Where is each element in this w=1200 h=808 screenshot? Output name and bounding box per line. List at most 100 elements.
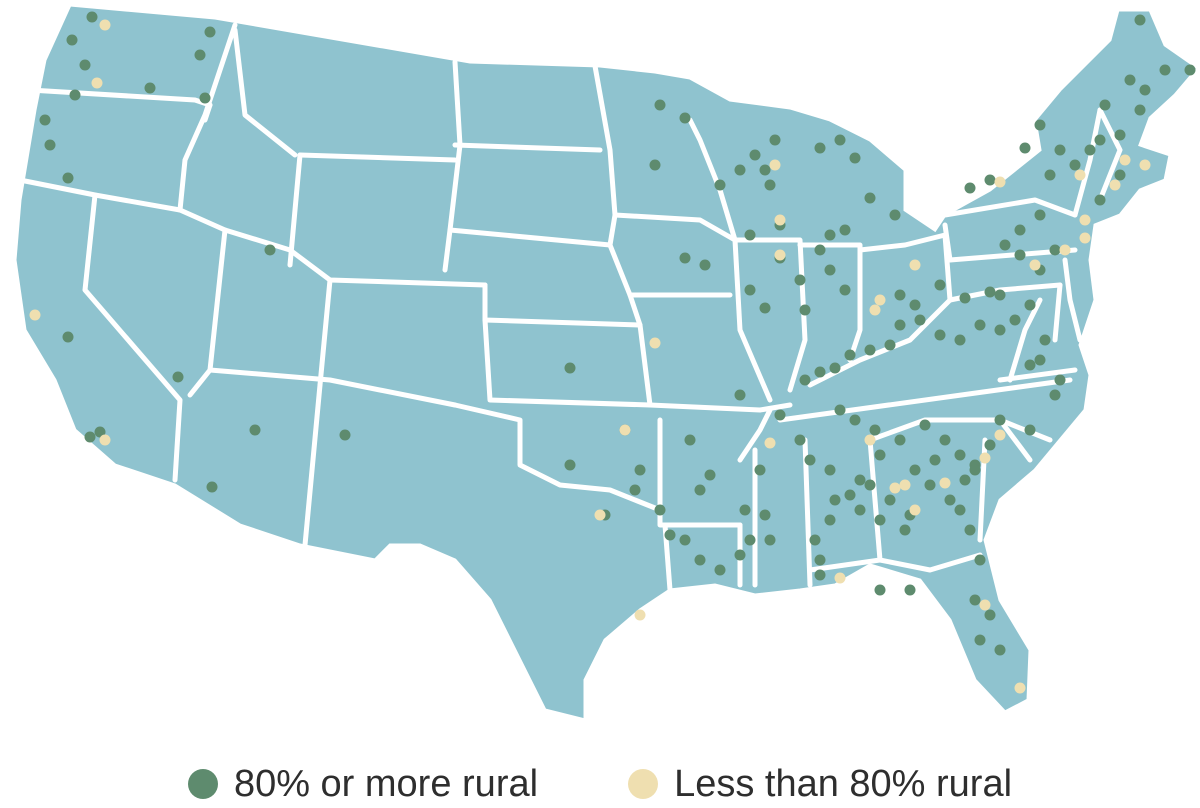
rural-80-plus-marker (679, 534, 691, 546)
rural-80-plus-marker (194, 49, 206, 61)
legend-item-rural-80-plus: 80% or more rural (187, 765, 538, 803)
rural-under-80-marker (1059, 244, 1071, 256)
rural-80-plus-marker (769, 134, 781, 146)
rural-80-plus-marker (799, 304, 811, 316)
rural-80-plus-marker (849, 414, 861, 426)
rural-80-plus-marker (854, 504, 866, 516)
rural-80-plus-marker (984, 439, 996, 451)
rural-80-plus-marker (864, 479, 876, 491)
rural-under-80-marker (634, 609, 646, 621)
rural-under-80-marker (594, 509, 606, 521)
rural-80-plus-marker (79, 59, 91, 71)
rural-80-plus-marker (824, 229, 836, 241)
rural-80-plus-marker (694, 484, 706, 496)
rural-under-80-marker (874, 294, 886, 306)
rural-under-80-marker (29, 309, 41, 321)
rural-80-plus-marker (954, 504, 966, 516)
rural-80-plus-marker (959, 474, 971, 486)
rural-80-plus-marker (974, 634, 986, 646)
rural-80-plus-marker (1049, 244, 1061, 256)
rural-80-plus-marker (1159, 64, 1171, 76)
rural-80-plus-marker (734, 549, 746, 561)
rural-80-plus-marker (824, 264, 836, 276)
rural-under-80-marker (774, 249, 786, 261)
rural-under-80-marker (1109, 179, 1121, 191)
rural-under-80-marker (649, 337, 661, 349)
rural-80-plus-marker (264, 244, 276, 256)
rural-80-plus-marker (654, 504, 666, 516)
rural-80-plus-marker (999, 239, 1011, 251)
rural-80-plus-marker (1024, 424, 1036, 436)
rural-80-plus-marker (799, 374, 811, 386)
map-legend: 80% or more rural Less than 80% rural (0, 760, 1200, 808)
rural-80-plus-marker (684, 434, 696, 446)
rural-80-plus-marker (974, 554, 986, 566)
rural-80-plus-marker (1024, 299, 1036, 311)
rural-80-plus-marker (1039, 334, 1051, 346)
rural-80-plus-marker (144, 82, 156, 94)
rural-80-plus-marker (84, 431, 96, 443)
rural-80-plus-marker (814, 569, 826, 581)
rural-80-plus-marker (994, 414, 1006, 426)
rural-80-plus-marker (1044, 169, 1056, 181)
rural-80-plus-marker (199, 92, 211, 104)
rural-80-plus-marker (739, 504, 751, 516)
rural-80-plus-marker (634, 464, 646, 476)
rural-under-80-marker (1119, 154, 1131, 166)
rural-80-plus-marker (759, 302, 771, 314)
rural-80-plus-marker (934, 279, 946, 291)
rural-under-80-marker (99, 19, 111, 31)
rural-80-plus-marker (844, 489, 856, 501)
rural-80-plus-marker (774, 409, 786, 421)
rural-80-plus-marker (249, 424, 261, 436)
rural-80-plus-marker (1099, 99, 1111, 111)
rural-80-plus-marker (1124, 74, 1136, 86)
rural-80-plus-marker (1139, 84, 1151, 96)
legend-swatch-green-dot (187, 769, 218, 799)
rural-under-80-marker (994, 176, 1006, 188)
site-markers (29, 11, 1196, 694)
rural-80-plus-marker (874, 449, 886, 461)
rural-80-plus-marker (1084, 144, 1096, 156)
rural-under-80-marker (909, 259, 921, 271)
us-map (13, 3, 1200, 722)
rural-80-plus-marker (44, 139, 56, 151)
rural-80-plus-marker (714, 564, 726, 576)
rural-80-plus-marker (829, 362, 841, 374)
rural-80-plus-marker (764, 179, 776, 191)
rural-80-plus-marker (884, 494, 896, 506)
rural-80-plus-marker (699, 259, 711, 271)
rural-80-plus-marker (679, 112, 691, 124)
rural-under-80-marker (1079, 214, 1091, 226)
rural-80-plus-marker (1094, 194, 1106, 206)
rural-80-plus-marker (1069, 159, 1081, 171)
rural-80-plus-marker (824, 514, 836, 526)
rural-under-80-marker (834, 572, 846, 584)
rural-80-plus-marker (894, 434, 906, 446)
rural-80-plus-marker (894, 319, 906, 331)
rural-80-plus-marker (1049, 389, 1061, 401)
rural-80-plus-marker (849, 152, 861, 164)
rural-80-plus-marker (869, 424, 881, 436)
rural-under-80-marker (1139, 159, 1151, 171)
rural-80-plus-marker (939, 434, 951, 446)
rural-80-plus-marker (1184, 64, 1196, 76)
rural-80-plus-marker (734, 389, 746, 401)
rural-80-plus-marker (629, 484, 641, 496)
rural-80-plus-marker (994, 289, 1006, 301)
rural-80-plus-marker (62, 331, 74, 343)
rural-80-plus-marker (1024, 359, 1036, 371)
rural-80-plus-marker (944, 494, 956, 506)
rural-80-plus-marker (984, 174, 996, 186)
rural-80-plus-marker (1019, 142, 1031, 154)
rural-80-plus-marker (704, 469, 716, 481)
rural-80-plus-marker (964, 182, 976, 194)
rural-80-plus-marker (854, 474, 866, 486)
rural-80-plus-marker (204, 26, 216, 38)
rural-80-plus-marker (934, 329, 946, 341)
rural-80-plus-marker (206, 481, 218, 493)
rural-under-80-marker (619, 424, 631, 436)
rural-80-plus-marker (954, 449, 966, 461)
rural-80-plus-marker (1014, 224, 1026, 236)
rural-80-plus-marker (994, 644, 1006, 656)
